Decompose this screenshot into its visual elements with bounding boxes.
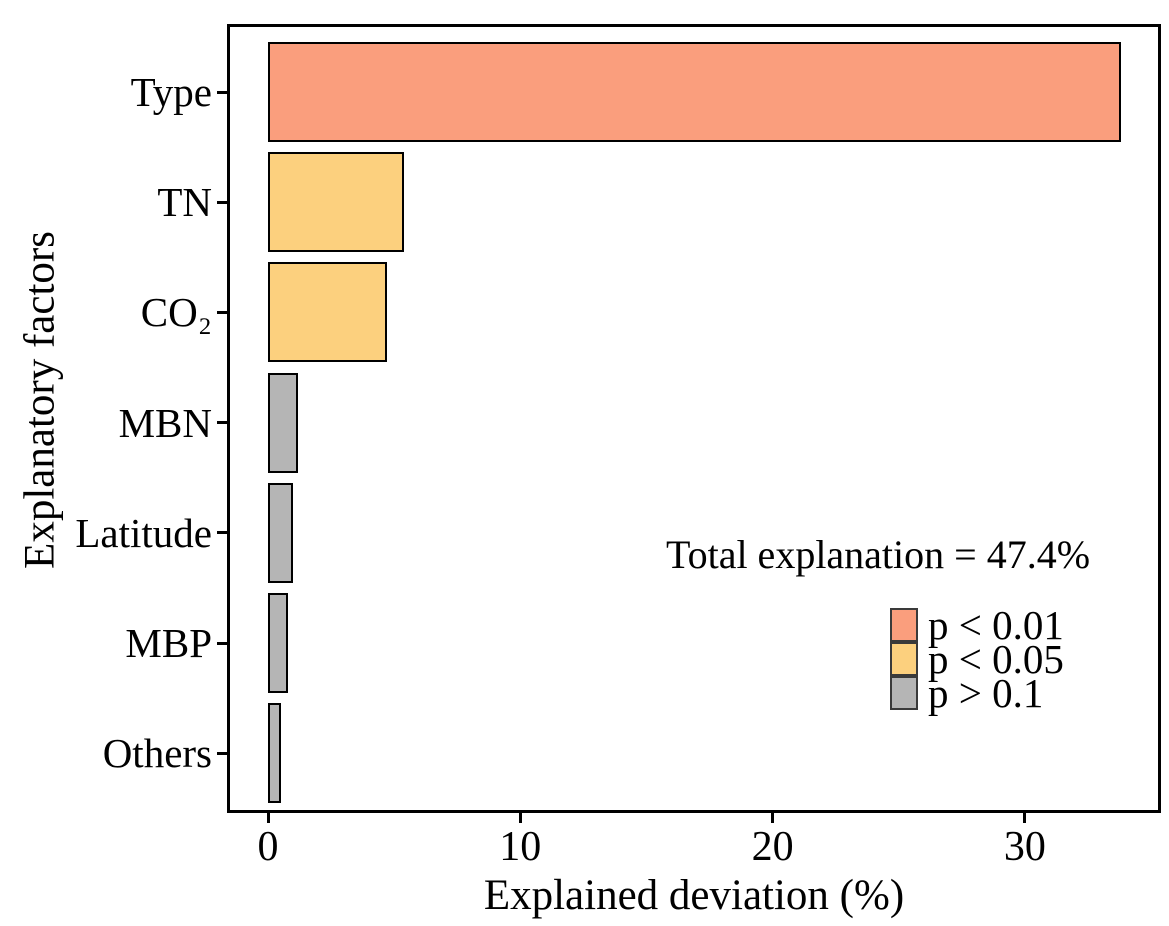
category-label-type: Type — [130, 69, 212, 115]
x-tick-20 — [771, 813, 775, 823]
bar-others — [268, 703, 281, 804]
bar-tn — [268, 152, 405, 253]
bar-mbp — [268, 593, 289, 693]
category-label-latitude: Latitude — [75, 509, 212, 556]
x-tick-30 — [1023, 813, 1027, 823]
category-label-co: CO₂ — [140, 289, 212, 336]
bar-type — [268, 42, 1121, 142]
x-tick-0 — [266, 813, 270, 823]
y-tick-mbp — [217, 641, 227, 645]
y-tick-mbn — [217, 421, 227, 425]
legend-row-0: p < 0.01 — [890, 602, 1064, 648]
bar-mbn — [268, 372, 299, 473]
category-label-mbp: MBP — [125, 620, 212, 666]
category-label-mbn: MBN — [118, 399, 212, 446]
legend-label-1: p < 0.05 — [928, 636, 1064, 682]
legend: p < 0.01 p < 0.05 p > 0.1 — [890, 602, 1064, 716]
y-tick-latitude — [217, 531, 227, 535]
category-label-others: Others — [102, 730, 212, 777]
x-tick-label-0: 0 — [257, 824, 279, 870]
legend-label-0: p < 0.01 — [928, 602, 1064, 648]
x-tick-label-30: 30 — [1003, 824, 1046, 870]
total-explanation-annotation: Total explanation = 47.4% — [665, 532, 1091, 577]
x-axis-title: Explained deviation (%) — [483, 872, 905, 919]
legend-swatch-1 — [890, 642, 918, 676]
bar-latitude — [268, 482, 294, 583]
legend-row-1: p < 0.05 — [890, 636, 1064, 682]
x-tick-label-20: 20 — [751, 824, 794, 870]
y-axis-title: Explanatory factors — [16, 231, 64, 569]
category-label-tn: TN — [157, 179, 212, 226]
x-tick-label-10: 10 — [499, 824, 542, 870]
y-tick-co — [217, 310, 227, 314]
legend-swatch-2 — [890, 676, 918, 710]
legend-swatch-0 — [890, 608, 918, 642]
y-tick-tn — [217, 200, 227, 204]
bar-co — [268, 262, 387, 363]
legend-row-2: p > 0.1 — [890, 670, 1064, 716]
x-tick-10 — [518, 813, 522, 823]
y-tick-type — [217, 90, 227, 94]
legend-label-2: p > 0.1 — [928, 670, 1044, 716]
y-tick-others — [217, 751, 227, 755]
